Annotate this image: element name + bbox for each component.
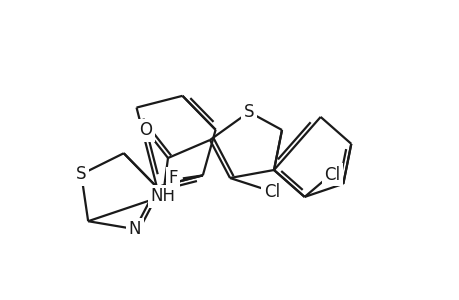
- Text: N: N: [129, 220, 141, 238]
- Text: F: F: [168, 169, 177, 188]
- Text: S: S: [243, 103, 254, 121]
- Text: O: O: [139, 121, 152, 139]
- Text: NH: NH: [150, 187, 175, 205]
- Text: S: S: [76, 165, 86, 183]
- Text: Cl: Cl: [324, 166, 340, 184]
- Text: Cl: Cl: [263, 183, 280, 201]
